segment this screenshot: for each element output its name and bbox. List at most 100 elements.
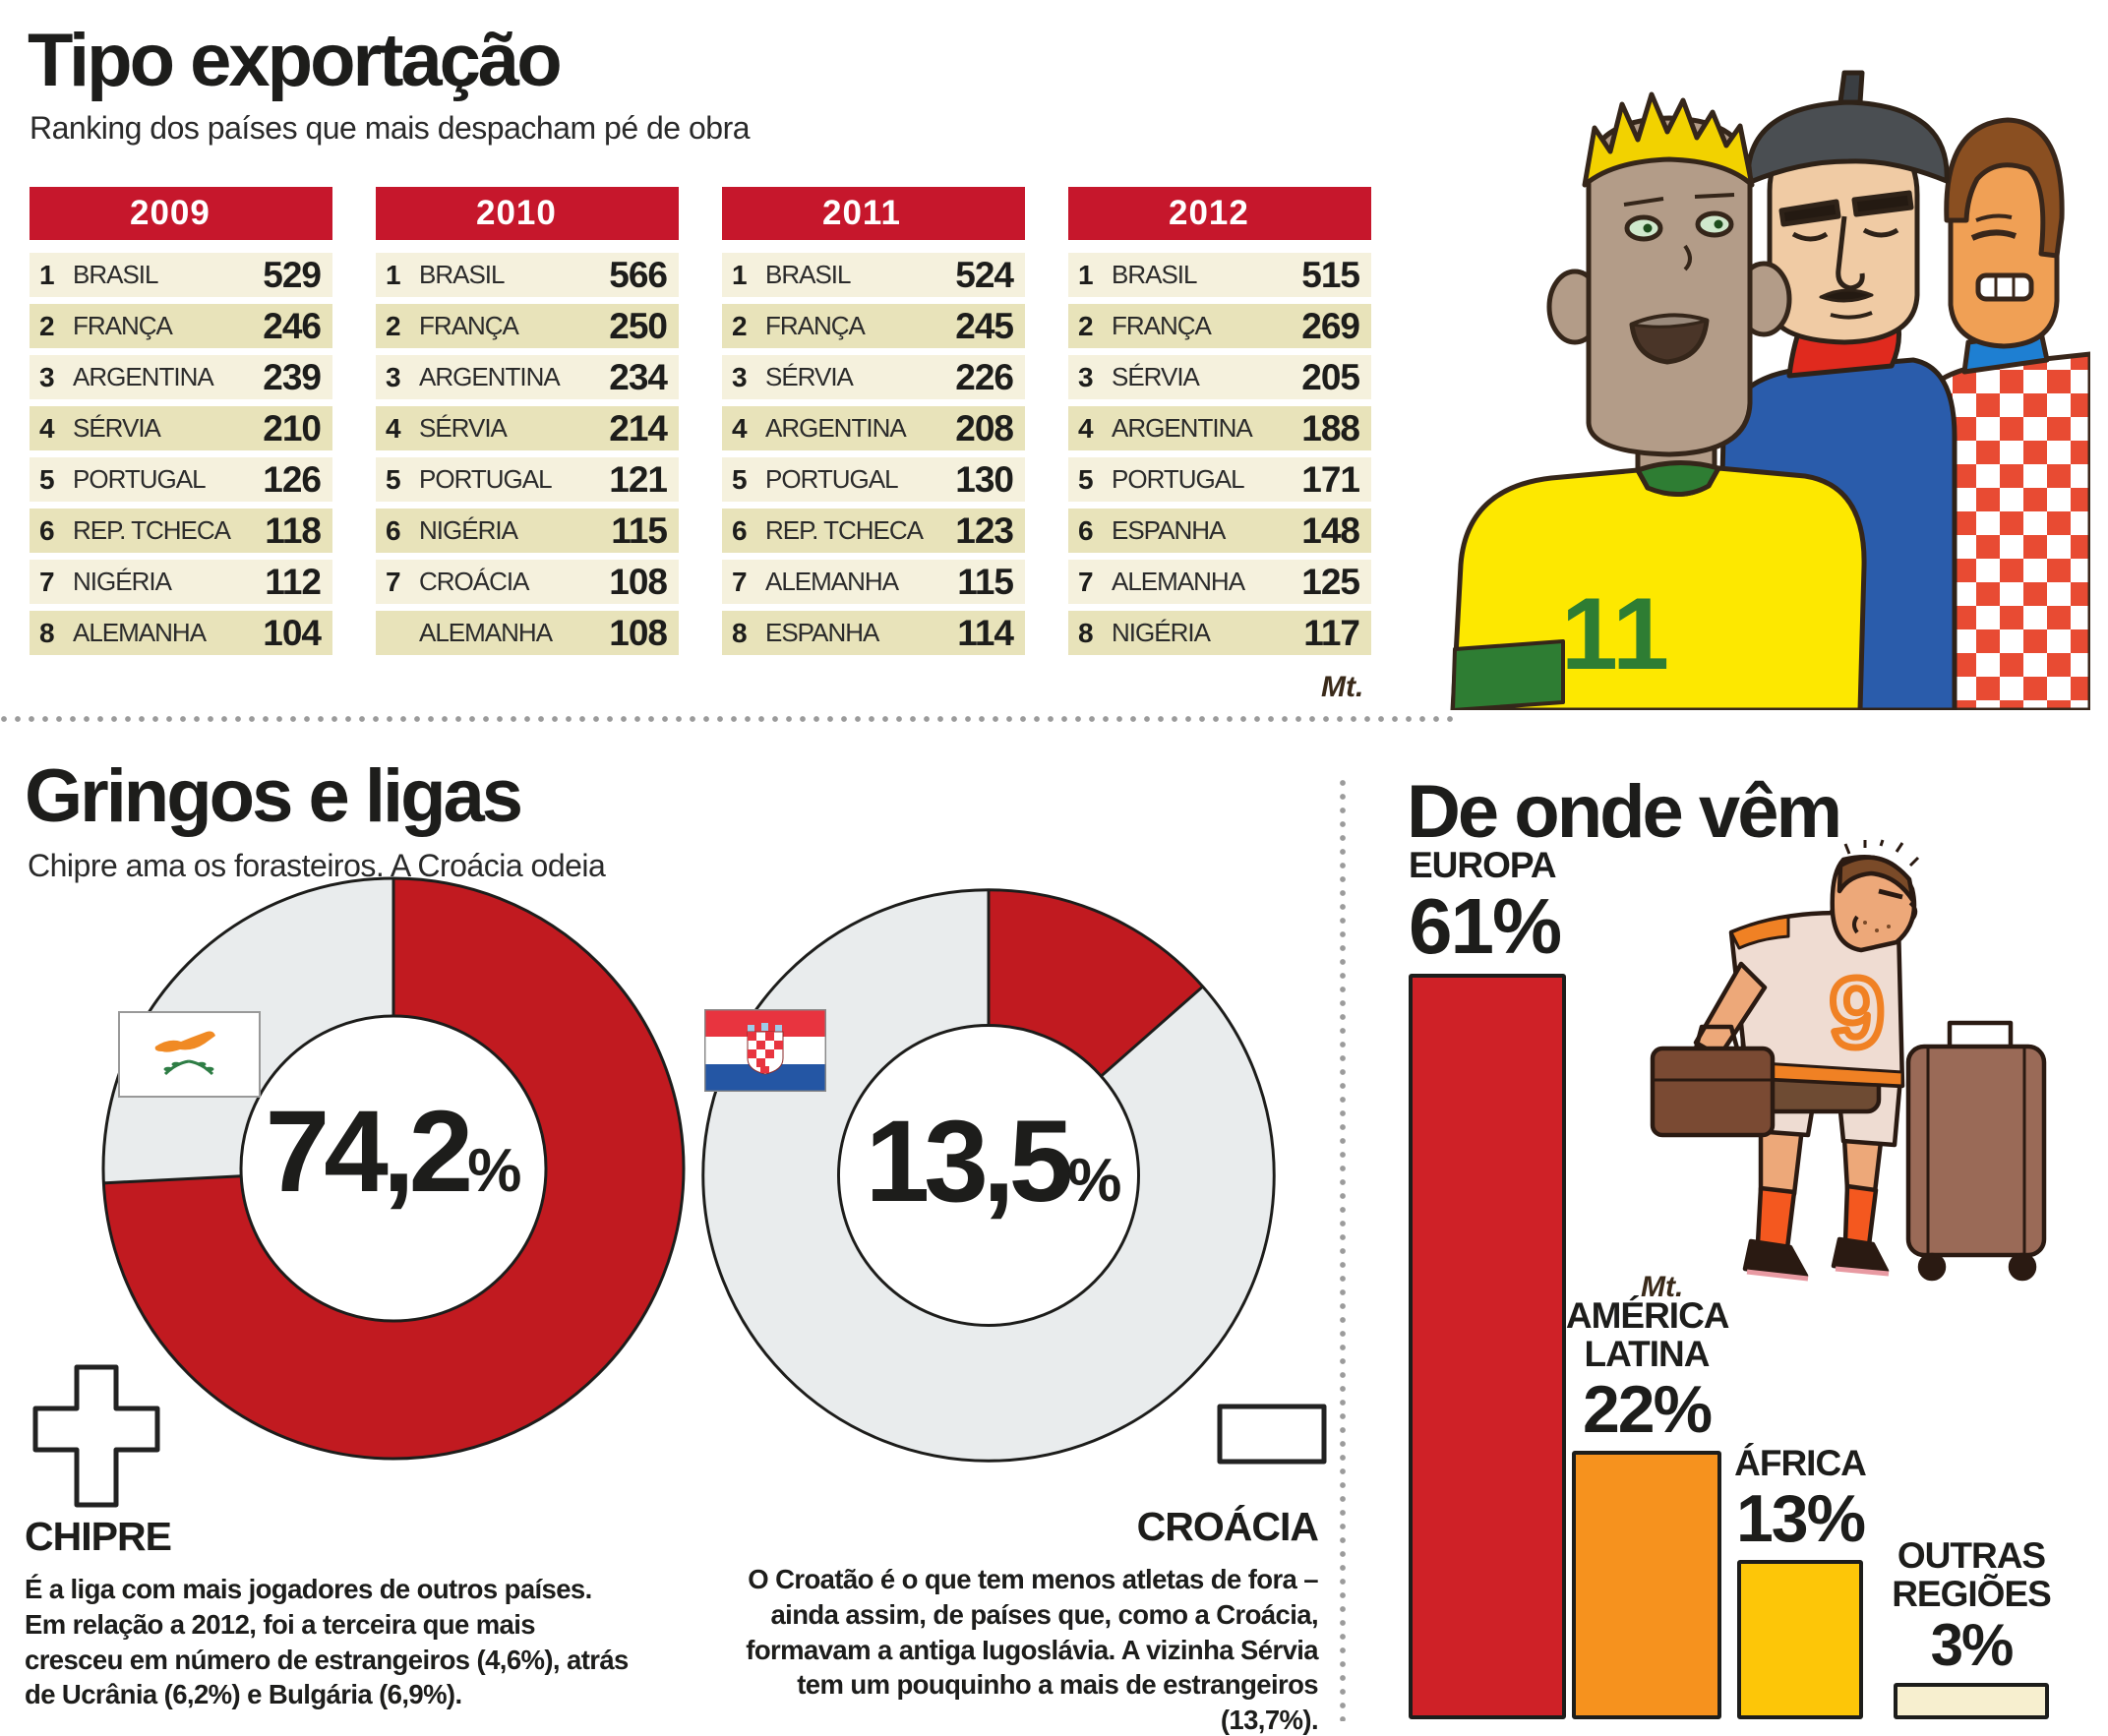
- table-row: 7 ALEMANHA 115: [722, 560, 1025, 604]
- cyprus-flag-icon: [118, 1011, 261, 1098]
- country-name: SÉRVIA: [765, 362, 854, 391]
- bar-column-america-latina: AMÉRICA LATINA 22%: [1566, 1296, 1730, 1719]
- rank-number: 7: [732, 566, 748, 597]
- rank-number: 5: [732, 463, 748, 495]
- table-row: ALEMANHA 108: [376, 611, 679, 655]
- country-name: FRANÇA: [73, 311, 173, 340]
- artist-signature: Mt.: [1321, 671, 1364, 703]
- table-row: 7 CROÁCIA 108: [376, 560, 679, 604]
- country-name: NIGÉRIA: [1112, 618, 1211, 647]
- player-count: 269: [1301, 305, 1360, 346]
- bar-percentage: 22%: [1582, 1372, 1713, 1447]
- table-year-header: 2010: [376, 187, 679, 240]
- country-name: ALEMANHA: [1112, 567, 1245, 596]
- player-count: 114: [957, 612, 1014, 653]
- player-count: 246: [263, 305, 322, 346]
- vertical-dotted-divider: [1339, 779, 1347, 1721]
- player-count: 123: [955, 509, 1014, 551]
- country-name: ESPANHA: [1112, 515, 1226, 545]
- player-count: 125: [1301, 561, 1360, 602]
- rank-number: 5: [386, 463, 401, 495]
- cyprus-percentage: 74,2%: [167, 1094, 620, 1210]
- player-count: 208: [955, 407, 1014, 449]
- country-name: BRASIL: [73, 260, 159, 289]
- country-name: PORTUGAL: [1112, 464, 1245, 494]
- country-name: ARGENTINA: [419, 362, 561, 391]
- table-row: 3 SÉRVIA 226: [722, 355, 1025, 399]
- rank-number: 3: [386, 361, 401, 392]
- cyprus-label: CHIPRE: [25, 1514, 172, 1559]
- table-rows: 1 BRASIL 566 2 FRANÇA 250 3 ARGENTINA 23…: [376, 253, 679, 655]
- ranking-table-2009: 2009 1 BRASIL 529 2 FRANÇA 246 3 ARGENTI…: [30, 187, 332, 662]
- table-row: 6 REP. TCHECA 123: [722, 509, 1025, 553]
- bar-label: EUROPA: [1409, 845, 1557, 886]
- country-name: SÉRVIA: [1112, 362, 1200, 391]
- country-name: ALEMANHA: [73, 618, 207, 647]
- rank-number: 4: [39, 412, 55, 444]
- rank-number: 2: [1078, 310, 1094, 341]
- rank-number: 7: [1078, 566, 1094, 597]
- table-row: 2 FRANÇA 250: [376, 304, 679, 348]
- player-count: 529: [263, 254, 322, 295]
- table-row: 1 BRASIL 524: [722, 253, 1025, 297]
- bar-column-africa: ÁFRICA 13%: [1734, 1443, 1867, 1719]
- player-count: 117: [1303, 612, 1360, 653]
- horizontal-dotted-divider: [0, 715, 1456, 723]
- cyprus-donut-chart: [101, 876, 686, 1461]
- rank-number: 2: [39, 310, 55, 341]
- leagues-title: Gringos e ligas: [25, 754, 523, 838]
- country-name: PORTUGAL: [73, 464, 207, 494]
- country-name: REP. TCHECA: [765, 515, 924, 545]
- bar-label: AMÉRICA LATINA: [1565, 1295, 1730, 1375]
- table-rows: 1 BRASIL 524 2 FRANÇA 245 3 SÉRVIA 226: [722, 253, 1025, 655]
- table-row: 1 BRASIL 529: [30, 253, 332, 297]
- table-row: 5 PORTUGAL 130: [722, 457, 1025, 502]
- country-name: BRASIL: [1112, 260, 1198, 289]
- rank-number: 8: [39, 617, 55, 648]
- table-year-header: 2009: [30, 187, 332, 240]
- rank-number: 1: [39, 259, 55, 290]
- bar-outras-regioes: [1894, 1683, 2049, 1719]
- rank-number: 7: [386, 566, 401, 597]
- table-row: 4 SÉRVIA 214: [376, 406, 679, 450]
- table-row: 3 ARGENTINA 234: [376, 355, 679, 399]
- player-count: 171: [1301, 458, 1360, 500]
- leagues-subtitle: Chipre ama os forasteiros. A Croácia ode…: [28, 848, 606, 883]
- ranking-table-2011: 2011 1 BRASIL 524 2 FRANÇA 245 3 SÉRVIA: [722, 187, 1025, 662]
- rank-number: 7: [39, 566, 55, 597]
- ranking-table-2012: 2012 1 BRASIL 515 2 FRANÇA 269 3 SÉRVIA: [1068, 187, 1371, 662]
- player-count: 118: [265, 509, 322, 551]
- minus-icon: [1217, 1404, 1327, 1465]
- bar-label: OUTRAS REGIÕES: [1892, 1535, 2052, 1615]
- croatia-label: CROÁCIA: [1136, 1504, 1319, 1549]
- country-name: CROÁCIA: [419, 567, 529, 596]
- country-name: PORTUGAL: [419, 464, 553, 494]
- bar-label: ÁFRICA: [1734, 1443, 1867, 1484]
- country-name: PORTUGAL: [765, 464, 899, 494]
- croatia-flag-icon: [704, 1009, 826, 1092]
- rank-number: 3: [39, 361, 55, 392]
- rank-number: 2: [732, 310, 748, 341]
- rank-number: 1: [732, 259, 748, 290]
- player-count: 214: [609, 407, 668, 449]
- rank-number: 4: [1078, 412, 1094, 444]
- country-name: REP. TCHECA: [73, 515, 231, 545]
- bar-america-latina: [1572, 1451, 1721, 1719]
- table-row: 3 ARGENTINA 239: [30, 355, 332, 399]
- player-count: 104: [263, 612, 322, 653]
- bar-column-europa: EUROPA 61%: [1409, 845, 1566, 1719]
- country-name: ESPANHA: [765, 618, 879, 647]
- bar-percentage: 13%: [1735, 1481, 1866, 1556]
- croatia-percentage: 13,5%: [777, 1104, 1210, 1220]
- country-name: FRANÇA: [765, 311, 866, 340]
- country-name: ARGENTINA: [1112, 413, 1253, 443]
- croatia-percentage-value: 13,5: [865, 1097, 1074, 1227]
- ranking-table-2010: 2010 1 BRASIL 566 2 FRANÇA 250 3 ARGENTI…: [376, 187, 679, 662]
- table-row: 4 ARGENTINA 188: [1068, 406, 1371, 450]
- country-name: BRASIL: [419, 260, 506, 289]
- rank-number: 3: [1078, 361, 1094, 392]
- rank-number: 6: [732, 514, 748, 546]
- percent-sign: %: [467, 1137, 522, 1205]
- player-count: 524: [955, 254, 1014, 295]
- rank-number: 4: [732, 412, 748, 444]
